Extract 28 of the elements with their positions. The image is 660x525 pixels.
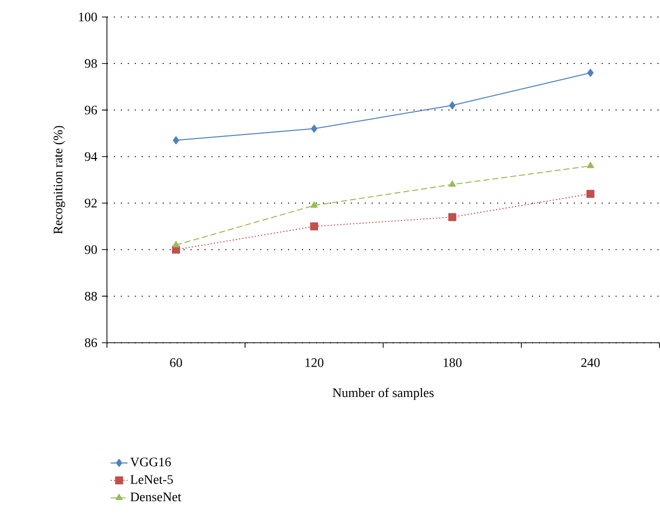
- point: [172, 241, 180, 248]
- point: [310, 202, 318, 208]
- y-tick-label: 92: [84, 198, 97, 208]
- x-axis-title: Number of samples: [332, 388, 434, 400]
- x-tick-label: 60: [170, 358, 182, 368]
- y-tick-label: 86: [84, 338, 98, 348]
- point: [448, 213, 456, 222]
- point: [172, 136, 180, 145]
- point: [310, 222, 318, 231]
- y-axis-title: Recognition rate (%): [53, 126, 66, 234]
- legend-label: VGG16: [130, 458, 171, 467]
- point: [311, 124, 318, 133]
- x-tick-label: 120: [306, 358, 324, 368]
- point: [587, 69, 594, 78]
- point: [586, 162, 594, 168]
- y-tick-label: 96: [84, 106, 98, 115]
- y-tick-label: 88: [84, 292, 97, 301]
- point: [448, 180, 456, 187]
- y-tick-label: 94: [84, 152, 98, 162]
- point: [586, 190, 594, 198]
- y-tick-label: 98: [84, 59, 97, 68]
- legend-label: LeNet-5: [130, 475, 173, 484]
- legend-label: DenseNet: [130, 492, 182, 502]
- y-tick-label: 90: [84, 245, 97, 254]
- x-tick-label: 180: [444, 358, 462, 368]
- point: [449, 102, 456, 110]
- x-tick-label: 240: [581, 358, 600, 368]
- y-tick-label: 100: [79, 12, 97, 22]
